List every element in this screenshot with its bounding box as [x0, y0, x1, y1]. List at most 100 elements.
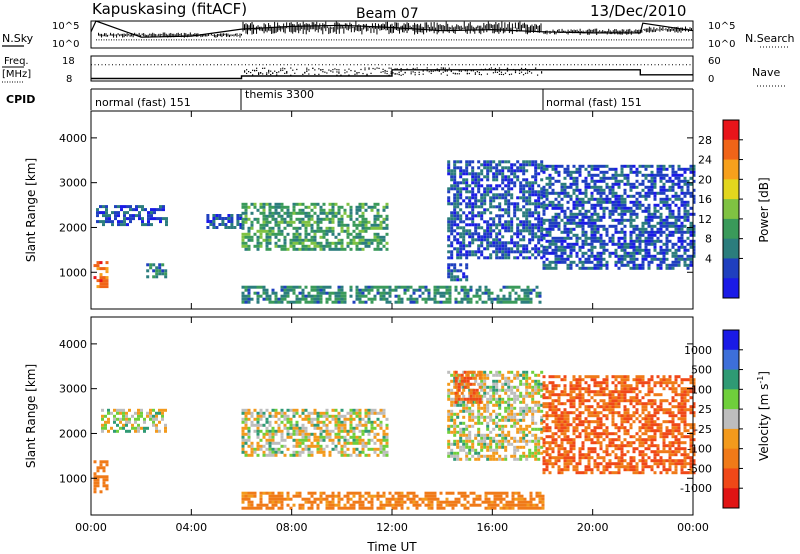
- range-cell: [325, 500, 329, 504]
- range-cell: [298, 432, 302, 436]
- range-cell: [540, 163, 544, 167]
- range-cell: [686, 191, 690, 195]
- range-cell: [551, 206, 555, 210]
- range-cell: [453, 196, 457, 200]
- range-cell: [626, 182, 630, 186]
- range-cell: [581, 191, 585, 195]
- range-cell: [602, 191, 606, 195]
- range-cell: [513, 256, 517, 260]
- range-cell: [307, 450, 311, 454]
- range-cell: [355, 411, 359, 415]
- range-cell: [448, 491, 452, 495]
- range-cell: [322, 285, 326, 289]
- range-cell: [689, 191, 693, 195]
- range-cell: [352, 432, 356, 436]
- range-cell: [602, 176, 606, 180]
- range-cell: [99, 460, 103, 464]
- nave-point: [318, 73, 320, 75]
- range-cell: [519, 229, 523, 233]
- range-cell: [244, 441, 248, 445]
- range-cell: [584, 191, 588, 195]
- range-cell: [355, 423, 359, 427]
- range-cell: [659, 221, 663, 225]
- range-cell: [656, 173, 660, 177]
- range-cell: [507, 199, 511, 203]
- range-cell: [445, 291, 449, 295]
- range-cell: [516, 229, 520, 233]
- range-cell: [674, 182, 678, 186]
- range-cell: [501, 250, 505, 254]
- range-cell: [617, 182, 621, 186]
- range-cell: [528, 214, 532, 218]
- range-cell: [456, 238, 460, 242]
- range-cell: [274, 235, 278, 239]
- range-cell: [635, 248, 639, 252]
- range-cell: [334, 435, 338, 439]
- range-cell: [620, 179, 624, 183]
- range-cell: [459, 196, 463, 200]
- range-cell: [459, 278, 463, 282]
- range-cell: [650, 218, 654, 222]
- range-cell: [623, 254, 627, 258]
- range-cell: [436, 288, 440, 292]
- range-cell: [442, 285, 446, 289]
- range-cell: [105, 270, 109, 274]
- range-cell: [442, 300, 446, 304]
- range-cell: [256, 247, 260, 251]
- range-cell: [635, 212, 639, 216]
- range-cell: [563, 239, 567, 243]
- range-cell: [596, 191, 600, 195]
- range-cell: [367, 438, 371, 442]
- nave-point: [400, 74, 402, 76]
- range-cell: [554, 179, 558, 183]
- range-cell: [316, 450, 320, 454]
- range-cell: [349, 241, 353, 245]
- range-cell: [126, 211, 129, 215]
- range-cell: [560, 182, 564, 186]
- range-cell: [459, 436, 463, 440]
- range-cell: [507, 406, 511, 410]
- range-cell: [623, 176, 627, 180]
- range-cell: [498, 388, 502, 392]
- range-cell: [256, 447, 260, 451]
- range-cell: [493, 494, 497, 498]
- range-cell: [465, 424, 469, 428]
- nave-point: [328, 69, 330, 71]
- range-cell: [507, 208, 511, 212]
- range-cell: [140, 426, 143, 430]
- range-cell: [659, 257, 663, 261]
- range-cell: [322, 229, 326, 233]
- range-cell: [322, 211, 326, 215]
- range-cell: [241, 217, 245, 221]
- range-cell: [504, 160, 508, 164]
- range-cell: [489, 445, 493, 449]
- range-cell: [528, 160, 532, 164]
- range-cell: [587, 164, 591, 168]
- range-cell: [412, 494, 416, 498]
- range-cell: [328, 220, 332, 224]
- range-cell: [534, 163, 538, 167]
- range-cell: [587, 170, 591, 174]
- range-cell: [692, 248, 696, 252]
- range-cell: [295, 450, 299, 454]
- nave-point: [488, 68, 491, 70]
- range-cell: [256, 435, 260, 439]
- range-cell: [465, 406, 469, 410]
- range-cell: [259, 429, 263, 433]
- range-cell: [623, 245, 627, 249]
- range-cell: [370, 426, 374, 430]
- range-cell: [477, 214, 481, 218]
- range-cell: [265, 232, 269, 236]
- range-cell: [504, 178, 508, 182]
- range-cell: [471, 181, 475, 185]
- range-cell: [99, 267, 103, 271]
- range-cell: [453, 187, 457, 191]
- range-cell: [122, 408, 125, 412]
- range-cell: [560, 191, 564, 195]
- range-cell: [244, 491, 248, 495]
- range-cell: [310, 500, 314, 504]
- nave-point: [464, 69, 466, 71]
- nave-point: [272, 72, 274, 74]
- range-cell: [487, 500, 491, 504]
- nave-point: [332, 68, 334, 71]
